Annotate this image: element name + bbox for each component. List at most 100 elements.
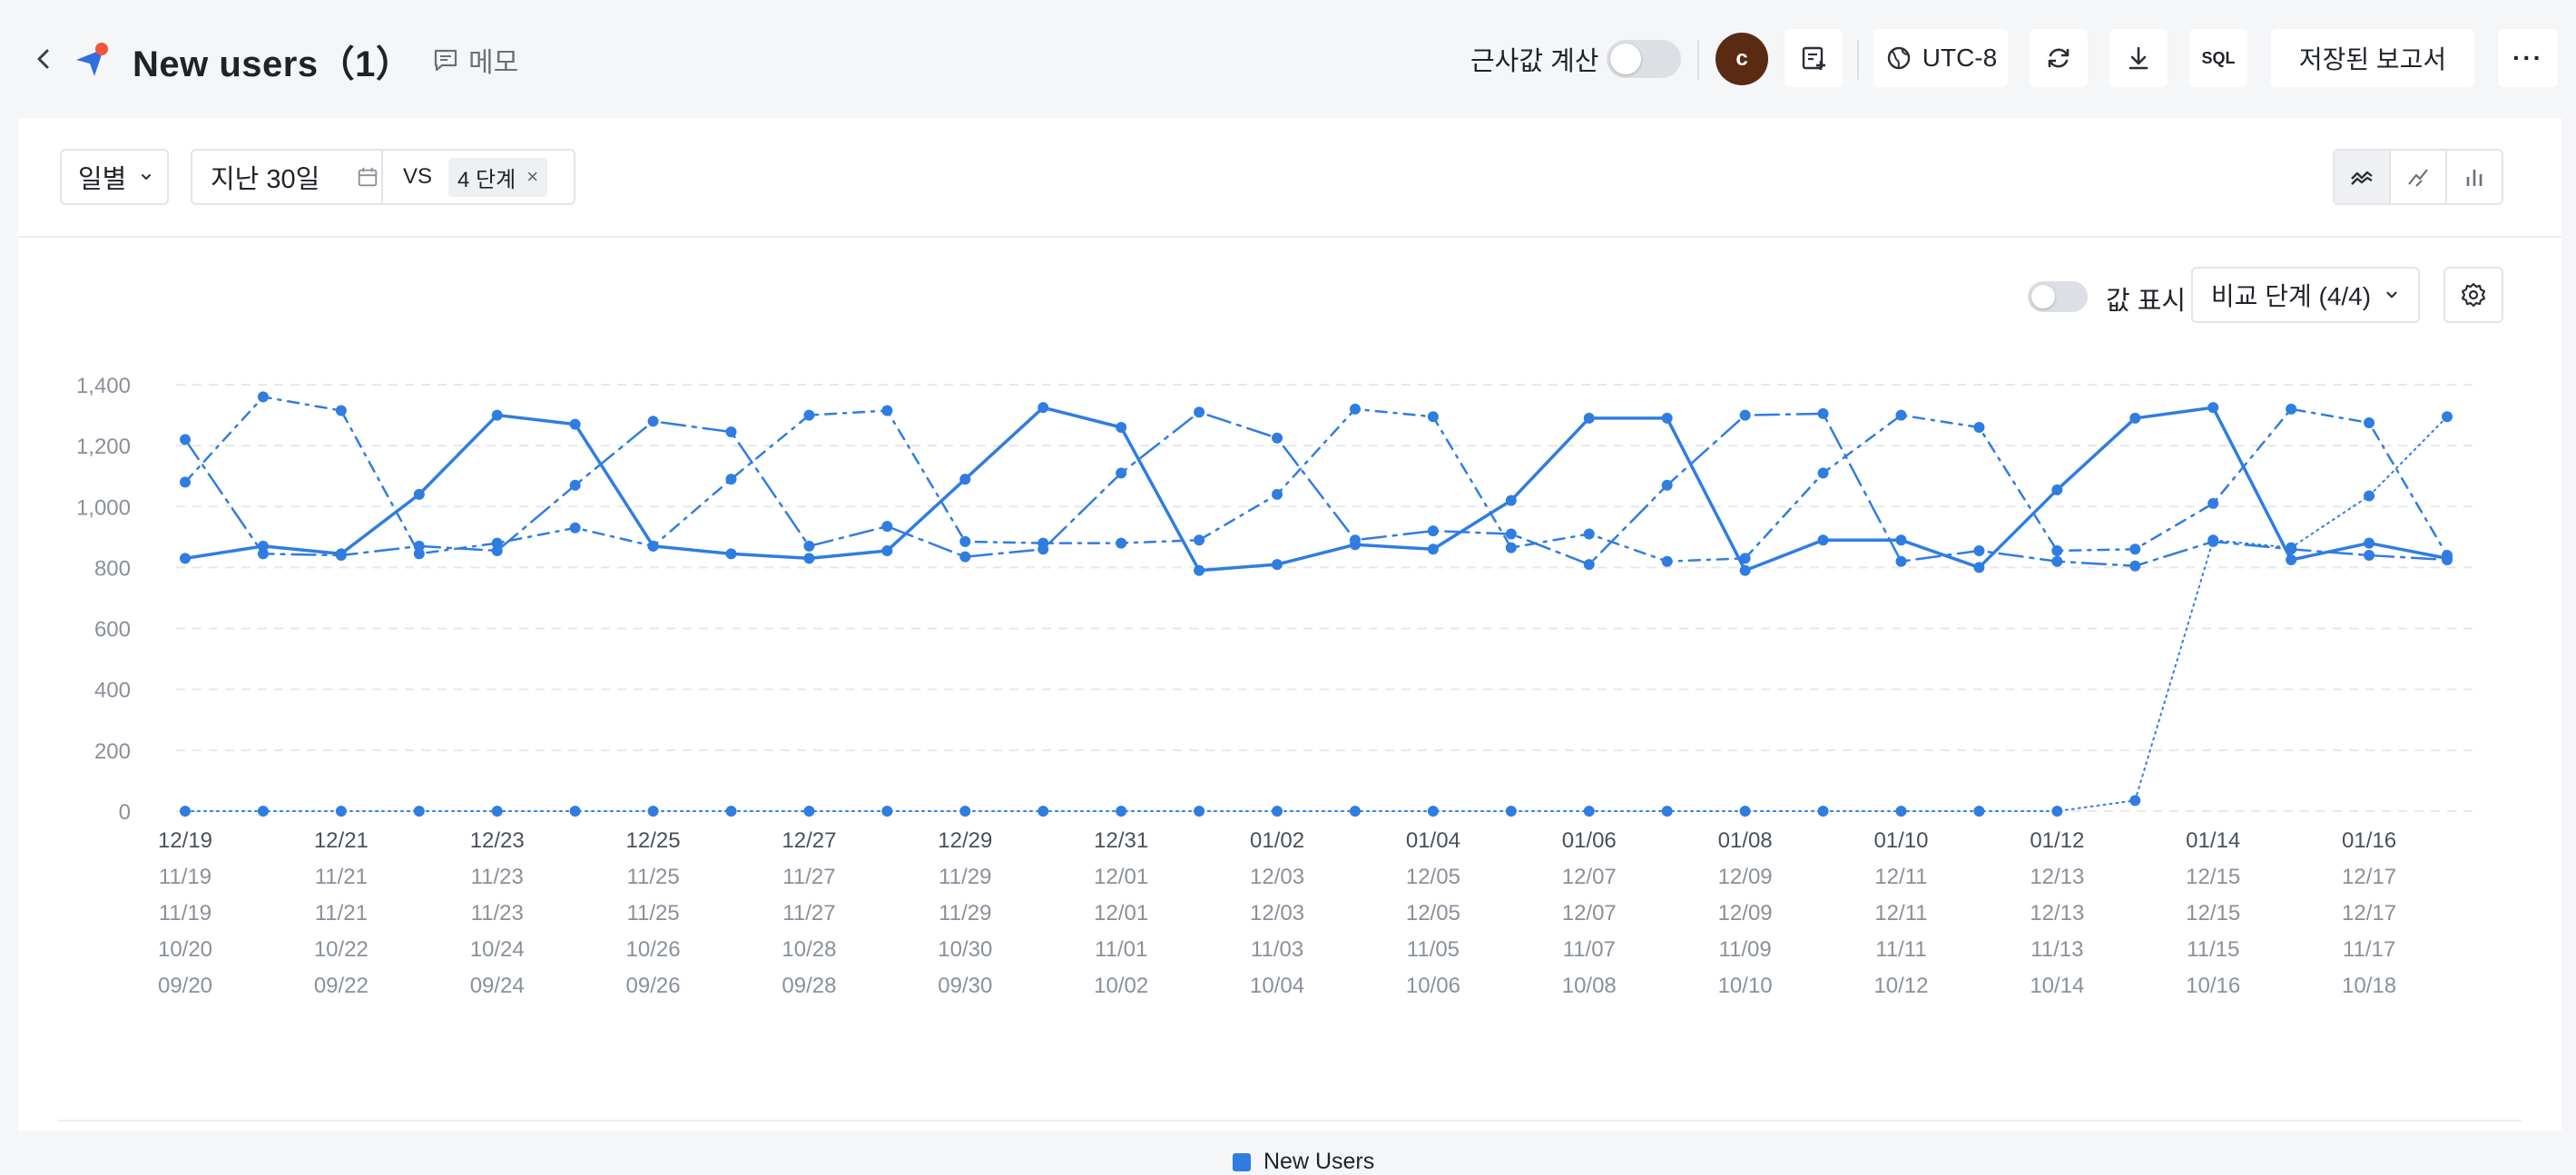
data-point [959,806,971,817]
data-point [2442,550,2453,561]
x-tick-label: 11/13 [2030,937,2083,962]
compare-steps-dropdown[interactable]: 비교 단계 (4/4) [2191,267,2420,323]
x-tick-label: 11/29 [939,901,991,925]
download-button[interactable] [2109,29,2168,87]
avatar[interactable]: c [1716,33,1768,85]
data-point [2129,412,2141,424]
chevron-down-icon [142,174,152,180]
chart-legend[interactable]: New Users [1233,1149,1374,1175]
x-tick-label: 12/09 [1718,901,1773,925]
x-tick-label: 12/27 [782,828,836,853]
x-tick-label: 10/04 [1250,974,1304,998]
x-tick-label: 12/21 [314,828,369,853]
show-values-label: 값 표시 [2106,287,2187,316]
chip-close-icon[interactable]: × [526,165,539,188]
x-tick-label: 12/13 [2030,865,2084,889]
x-tick-label: 10/26 [626,937,681,962]
data-point [1661,806,1673,817]
x-tick-label: 12/15 [2186,865,2240,889]
x-tick-label: 11/19 [159,901,211,925]
x-tick-label: 12/29 [938,828,992,853]
chart-settings-button[interactable] [2443,267,2503,323]
x-tick-label: 10/08 [1562,974,1617,998]
x-tick-label: 10/14 [2030,974,2084,998]
compare-selector[interactable]: VS 4 단계 × [383,157,548,197]
refresh-button[interactable] [2030,29,2088,87]
compare-chart-view-button[interactable] [2391,151,2447,203]
data-point [257,548,269,560]
bar-chart-view-button[interactable] [2447,151,2502,203]
x-tick-label: 12/09 [1718,865,1773,889]
x-tick-label: 10/20 [158,937,212,962]
data-point [647,806,659,817]
x-tick-label: 01/02 [1250,828,1304,853]
data-point [1272,488,1283,500]
data-point [1817,467,1829,479]
y-tick-label: 1,200 [76,435,131,459]
x-tick-label: 11/21 [315,865,368,889]
split-line-icon [2408,169,2428,187]
data-point [1739,553,1751,564]
data-point [413,540,425,552]
data-point [1661,412,1673,424]
add-to-dashboard-button[interactable] [1785,29,1843,87]
interval-select[interactable]: 일별 [60,149,169,205]
data-point [881,544,893,556]
x-tick-label: 11/09 [1718,937,1771,962]
x-tick-label: 10/16 [2186,974,2240,998]
legend-swatch [1233,1152,1251,1171]
timezone-button[interactable]: UTC-8 [1873,29,2008,87]
data-point [1272,559,1283,571]
data-point [1349,534,1361,546]
compare-steps-label: 비교 단계 (4/4) [2210,282,2372,310]
data-point [1349,403,1361,415]
x-tick-label: 11/01 [1095,937,1147,962]
data-point [491,537,503,549]
x-tick-label: 11/15 [2187,937,2239,962]
x-tick-label: 09/24 [470,974,525,998]
date-range-picker[interactable]: 지난 30일 [192,151,383,203]
x-tick-label: 09/26 [626,974,681,998]
back-icon[interactable] [29,42,56,76]
sql-button[interactable]: SQL [2189,29,2247,87]
y-tick-label: 600 [94,618,131,642]
data-point [1739,409,1751,421]
data-point [881,405,893,416]
data-point [180,476,191,488]
data-point [2207,534,2219,546]
approx-calc-toggle[interactable] [1607,40,1681,78]
data-point [1817,407,1829,419]
series-line-1 [183,406,2449,573]
navigation-arrow-icon [71,40,113,82]
data-point [413,806,425,817]
data-point [2364,416,2375,428]
data-point [1194,564,1205,576]
x-tick-label: 01/12 [2030,828,2084,853]
data-point [1037,402,1049,414]
date-range-label: 지난 30일 [211,165,320,194]
line-chart: 1,400 1,200 1,000 800 600 400 200 0 12/19 12/21 12… [76,374,2478,998]
x-tick-label: 12/11 [1874,901,1927,925]
data-point [2051,544,2063,556]
compare-chip-label: 4 단계 [457,167,516,192]
data-point [180,434,191,446]
approx-calc-label: 근사값 계산 [1470,47,1599,76]
memo-button[interactable]: 메모 [432,42,518,78]
top-bar: New users（1） 메모 근사값 계산 c UTC-8 SQL 저장된 보… [0,0,2576,118]
chart-card: 일별 지난 30일 VS 4 단계 × 값 표시 비교 단계 (4/4) [18,118,2561,1174]
data-point [2286,554,2297,566]
more-button[interactable]: ··· [2498,29,2558,87]
x-tick-label: 01/14 [2186,828,2240,853]
x-tick-label: 12/01 [1094,865,1148,889]
date-compare-control: 지난 30일 VS 4 단계 × [191,149,575,205]
refresh-icon [2048,48,2070,68]
line-chart-view-button[interactable] [2335,151,2391,203]
saved-report-button[interactable]: 저장된 보고서 [2271,29,2474,87]
data-point [1037,806,1049,817]
data-point [1661,479,1673,491]
show-values-toggle[interactable] [2028,281,2088,312]
calendar-icon [359,167,378,187]
data-point [2364,537,2375,549]
data-point [803,806,815,817]
comment-icon [434,49,457,72]
